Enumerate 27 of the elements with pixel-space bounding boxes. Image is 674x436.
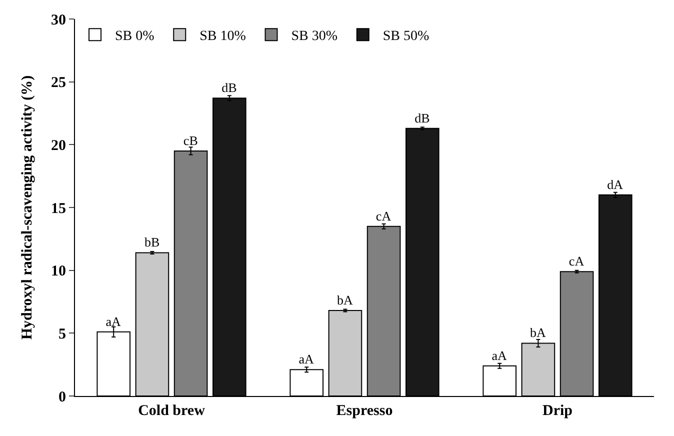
y-tick-label: 20 <box>51 138 66 154</box>
legend-label: SB 50% <box>382 29 430 44</box>
data-label: cB <box>183 132 198 148</box>
y-tick-label: 30 <box>51 12 66 28</box>
x-tick-label: Espresso <box>336 403 393 419</box>
y-axis-title: Hydroxyl radical-scavenging activity (%) <box>19 75 36 340</box>
y-tick-label: 0 <box>58 389 66 406</box>
data-label: aA <box>492 348 508 363</box>
legend-label: SB 0% <box>115 29 155 44</box>
x-tick-label: Cold brew <box>138 403 206 419</box>
data-label: aA <box>298 352 314 367</box>
data-label: bB <box>144 234 160 250</box>
y-tick-label: 5 <box>58 326 66 342</box>
y-tick-label: 10 <box>51 264 66 280</box>
legend-label: SB 10% <box>200 29 246 44</box>
data-label: bA <box>336 292 354 308</box>
data-label: cA <box>568 254 585 269</box>
data-label: cA <box>376 208 392 224</box>
legend-label: SB 30% <box>291 29 338 44</box>
y-tick-label: 25 <box>51 75 66 92</box>
data-label: dB <box>222 80 238 96</box>
data-label: aA <box>106 314 122 329</box>
data-label: dB <box>414 110 430 126</box>
x-tick-label: Drip <box>542 403 572 419</box>
data-label: bA <box>530 325 546 340</box>
data-label: dA <box>607 176 624 192</box>
y-tick-label: 15 <box>51 200 66 217</box>
